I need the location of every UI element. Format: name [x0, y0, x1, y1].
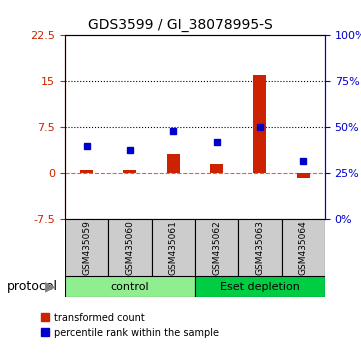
FancyBboxPatch shape — [282, 219, 325, 276]
Text: GSM435064: GSM435064 — [299, 221, 308, 275]
FancyBboxPatch shape — [195, 276, 325, 297]
FancyBboxPatch shape — [238, 219, 282, 276]
Bar — [297, 173, 310, 178]
Text: ▶: ▶ — [45, 280, 56, 294]
Bar — [167, 154, 180, 173]
FancyBboxPatch shape — [195, 219, 238, 276]
Bar — [123, 170, 136, 173]
Text: GSM435063: GSM435063 — [256, 220, 264, 275]
Text: GDS3599 / GI_38078995-S: GDS3599 / GI_38078995-S — [88, 18, 273, 32]
Text: GSM435062: GSM435062 — [212, 221, 221, 275]
FancyBboxPatch shape — [65, 276, 195, 297]
Legend: transformed count, percentile rank within the sample: transformed count, percentile rank withi… — [41, 313, 219, 338]
FancyBboxPatch shape — [108, 219, 152, 276]
Bar — [210, 164, 223, 173]
Text: GSM435060: GSM435060 — [126, 220, 134, 275]
Text: protocol: protocol — [7, 280, 58, 293]
Text: control: control — [111, 282, 149, 292]
Bar — [80, 170, 93, 173]
FancyBboxPatch shape — [152, 219, 195, 276]
Text: GSM435061: GSM435061 — [169, 220, 178, 275]
FancyBboxPatch shape — [65, 219, 108, 276]
Text: GSM435059: GSM435059 — [82, 220, 91, 275]
Bar — [253, 75, 266, 173]
Text: Eset depletion: Eset depletion — [220, 282, 300, 292]
